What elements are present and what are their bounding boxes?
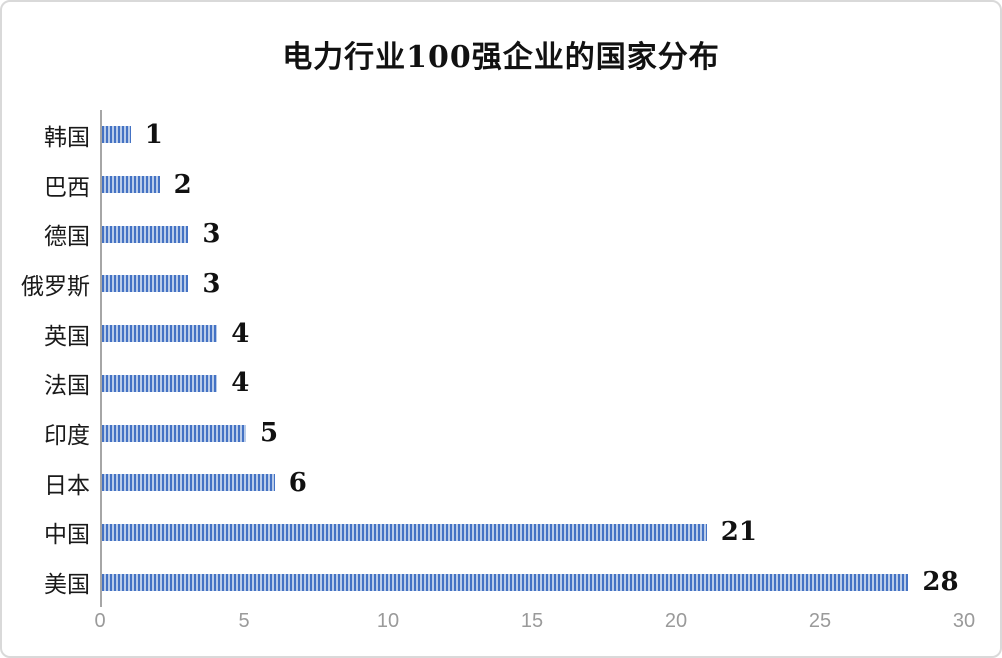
plot-area: 韩国 1 巴西 2 德国 3 俄罗斯 3 英国 4 法国 4 印度 5 日本 6 中国 21 美国 28 [21,110,966,607]
bar-row: 英国 4 [44,309,966,359]
bar-row: 俄罗斯 3 [21,259,966,309]
value-label: 4 [231,368,250,399]
x-tick-label: 0 [94,610,106,632]
bar-row: 法国 4 [44,359,966,409]
x-tick-label: 20 [664,610,688,632]
bar-row: 韩国 1 [44,110,966,160]
bar-row: 巴西 2 [44,160,966,210]
category-label: 美国 [44,572,90,599]
x-tick-label: 5 [238,610,250,632]
x-tick-label: 30 [952,610,976,632]
bar [102,126,131,144]
category-label: 巴西 [44,174,90,201]
x-axis-tick-labels: 0 5 10 15 20 25 30 [94,610,975,640]
bar [102,325,218,343]
category-label: 法国 [44,373,90,400]
category-label: 韩国 [44,124,90,151]
value-label: 5 [260,418,279,449]
bar [102,523,707,541]
value-label: 6 [288,467,307,498]
category-label: 英国 [44,323,90,350]
x-tick-label: 10 [376,610,400,632]
bar [102,275,189,293]
bar-row: 日本 6 [44,458,966,508]
value-label: 21 [720,517,757,548]
bar [102,374,218,392]
x-tick-label: 15 [520,610,544,632]
bar-row: 中国 21 [44,508,966,558]
category-label: 德国 [44,224,90,251]
bar [102,474,275,492]
category-label: 中国 [44,522,90,549]
bar [102,225,189,243]
bar-row: 印度 5 [44,408,966,458]
bar [102,424,246,442]
bar [102,176,160,194]
value-label: 4 [231,318,250,349]
bar [102,573,909,591]
category-label: 俄罗斯 [21,273,90,300]
value-label: 3 [202,268,221,299]
bar-row: 德国 3 [44,209,966,259]
chart-title: 电力行业100强企业的国家分布 [282,40,720,75]
bar-row: 美国 28 [44,557,966,607]
value-label: 28 [922,567,959,598]
value-label: 3 [202,219,221,250]
value-label: 1 [144,119,163,150]
category-label: 日本 [44,472,90,499]
category-label: 印度 [44,423,90,450]
value-label: 2 [173,169,192,200]
x-tick-label: 25 [808,610,832,632]
